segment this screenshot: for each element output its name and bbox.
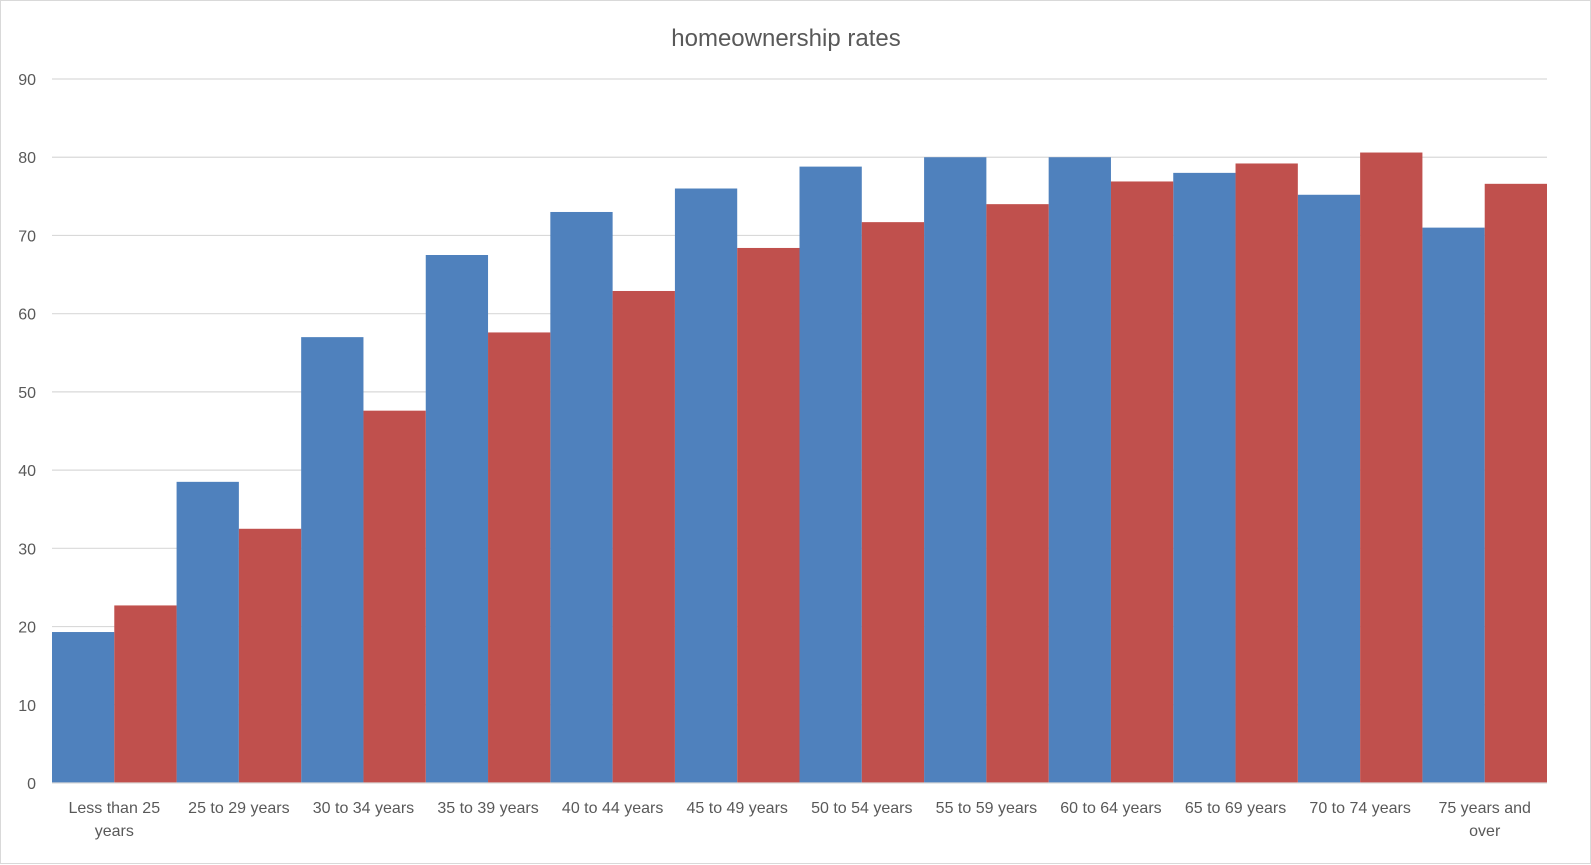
bar-series-2-11	[1360, 152, 1423, 784]
bar-series-1-4	[425, 255, 489, 783]
y-tick-label: 60	[18, 307, 36, 324]
y-tick-label: 10	[18, 698, 36, 715]
y-tick-label: 90	[18, 72, 36, 89]
y-tick-label: 0	[27, 776, 36, 793]
x-tick-label: 30 to 34 years	[313, 800, 414, 817]
bar-series-2-5	[612, 290, 675, 783]
bar-series-1-3	[301, 337, 364, 783]
x-axis-tick-labels: Less than 25 years 25 to 29 years 30 to 34 …	[68, 800, 1530, 840]
y-tick-label: 20	[18, 620, 36, 637]
x-tick-label: 60 to 64 years	[1060, 800, 1161, 817]
x-tick-label: 70 to 74 years	[1309, 800, 1410, 817]
x-tick-label: 40 to 44 years	[562, 800, 663, 817]
y-tick-label: 80	[18, 150, 36, 167]
bar-series-2-6	[737, 247, 800, 783]
bar-series-2-8	[986, 204, 1049, 784]
bar-series-2-3	[363, 410, 426, 783]
y-tick-label: 70	[18, 228, 36, 245]
chart-title: homeownership rates	[671, 25, 900, 52]
y-tick-label: 30	[18, 541, 36, 558]
bar-series-1-9	[1048, 157, 1111, 783]
bar-series-1-5	[550, 211, 613, 783]
bar-series-2-10	[1235, 163, 1298, 784]
y-tick-label: 50	[18, 385, 36, 402]
x-tick-label: over	[1469, 823, 1501, 840]
y-axis-tick-labels: 0 10 20 30 40 50 60 70 80 90	[18, 72, 36, 793]
bar-series-1-6	[674, 188, 738, 783]
x-tick-label: 75 years and	[1438, 800, 1531, 817]
x-tick-label: 25 to 29 years	[188, 800, 289, 817]
x-tick-label: 35 to 39 years	[437, 800, 538, 817]
x-tick-label: 65 to 69 years	[1185, 800, 1286, 817]
x-tick-label: 50 to 54 years	[811, 800, 912, 817]
bar-series-2-4	[488, 332, 551, 783]
bar-series-2-2	[238, 528, 302, 783]
x-tick-label: 55 to 59 years	[936, 800, 1037, 817]
x-tick-label: 45 to 49 years	[687, 800, 788, 817]
x-tick-label: years	[95, 823, 134, 840]
bar-series-1-12	[1422, 227, 1485, 784]
bar-series-1-8	[924, 157, 987, 783]
bar-series-2-12	[1484, 183, 1547, 784]
x-tick-label: Less than 25	[68, 800, 160, 817]
bar-series-1-10	[1173, 172, 1236, 783]
bar-series-1-7	[799, 166, 862, 783]
bar-series-1-1	[52, 632, 115, 783]
bar-series-1-2	[176, 481, 239, 783]
y-tick-label: 40	[18, 463, 36, 480]
bar-series-2-9	[1110, 181, 1174, 783]
bar-series-2-7	[861, 222, 925, 783]
bar-series-2-1	[114, 605, 177, 783]
bars	[52, 152, 1547, 784]
bar-series-1-11	[1297, 194, 1361, 783]
